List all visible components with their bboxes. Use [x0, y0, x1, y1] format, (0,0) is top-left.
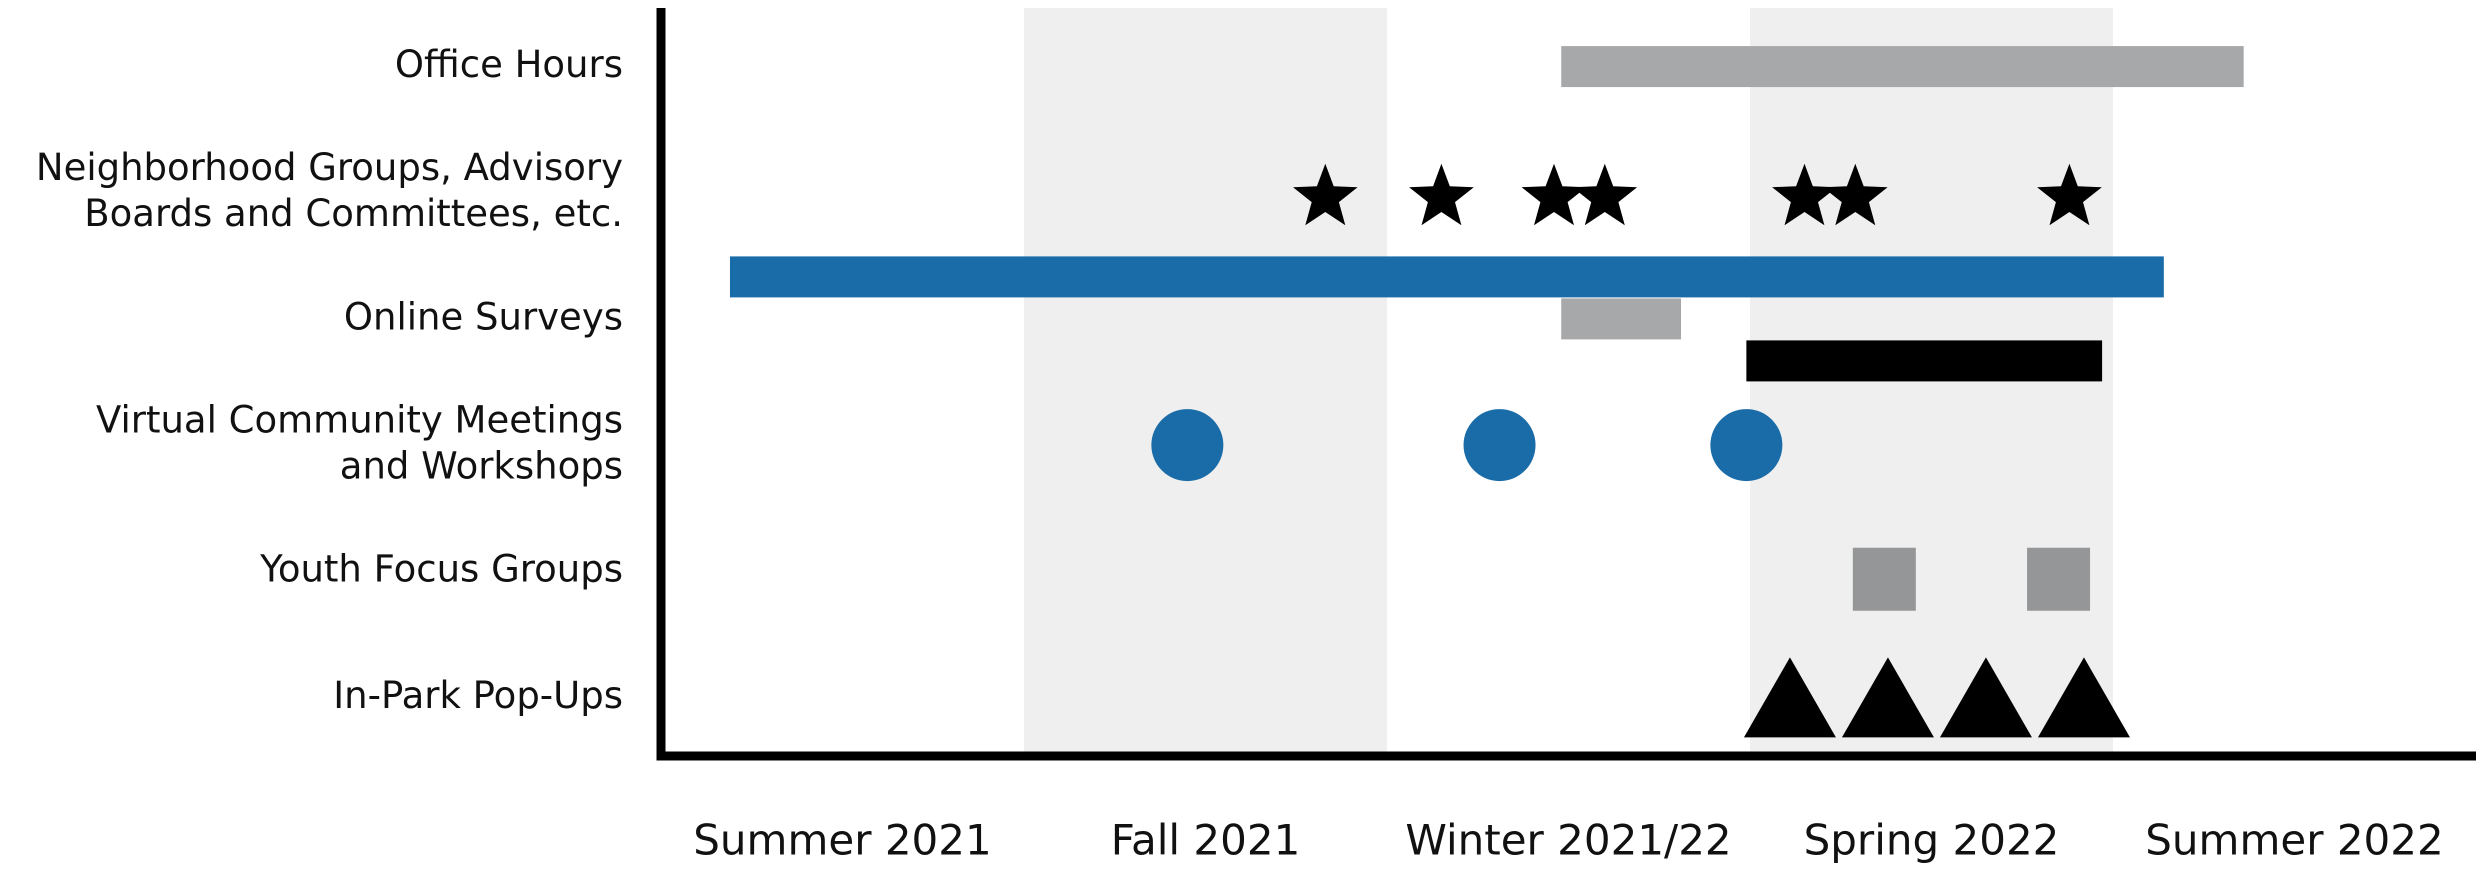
square-marker	[2027, 547, 2091, 611]
row-label: Office Hours	[395, 43, 623, 86]
row-label: and Workshops	[340, 445, 623, 488]
x-tick-label: Summer 2021	[693, 816, 991, 865]
row-label: Boards and Committees, etc.	[84, 192, 623, 235]
row-label: Online Surveys	[344, 295, 623, 338]
star-marker	[1772, 163, 1837, 226]
square-marker	[1852, 547, 1916, 611]
star-marker	[1521, 163, 1587, 226]
row-label: Virtual Community Meetings	[96, 399, 623, 442]
bar	[1561, 298, 1682, 340]
star-marker	[1822, 163, 1888, 226]
star-marker	[1572, 163, 1638, 226]
x-tick-label: Spring 2022	[1804, 816, 2060, 865]
x-tick-label: Summer 2022	[2145, 816, 2443, 865]
row-label: Youth Focus Groups	[259, 548, 623, 591]
row-label: In-Park Pop-Ups	[333, 674, 623, 717]
triangle-marker	[1841, 657, 1934, 738]
triangle-marker	[1939, 657, 2032, 738]
bar	[1561, 46, 2244, 88]
star-marker	[1409, 163, 1474, 226]
star-marker	[1293, 163, 1358, 226]
circle-marker	[1463, 409, 1536, 482]
bar	[729, 256, 2164, 298]
season-band	[1024, 8, 1387, 756]
star-marker	[2037, 163, 2102, 226]
circle-marker	[1151, 409, 1224, 482]
triangle-marker	[2037, 657, 2130, 738]
season-band	[1750, 8, 2113, 756]
row-label: Neighborhood Groups, Advisory	[36, 146, 623, 189]
triangle-marker	[1743, 657, 1836, 738]
circle-marker	[1710, 409, 1783, 482]
x-tick-label: Winter 2021/22	[1405, 816, 1731, 865]
bar	[1746, 340, 2103, 382]
x-tick-label: Fall 2021	[1111, 816, 1301, 865]
